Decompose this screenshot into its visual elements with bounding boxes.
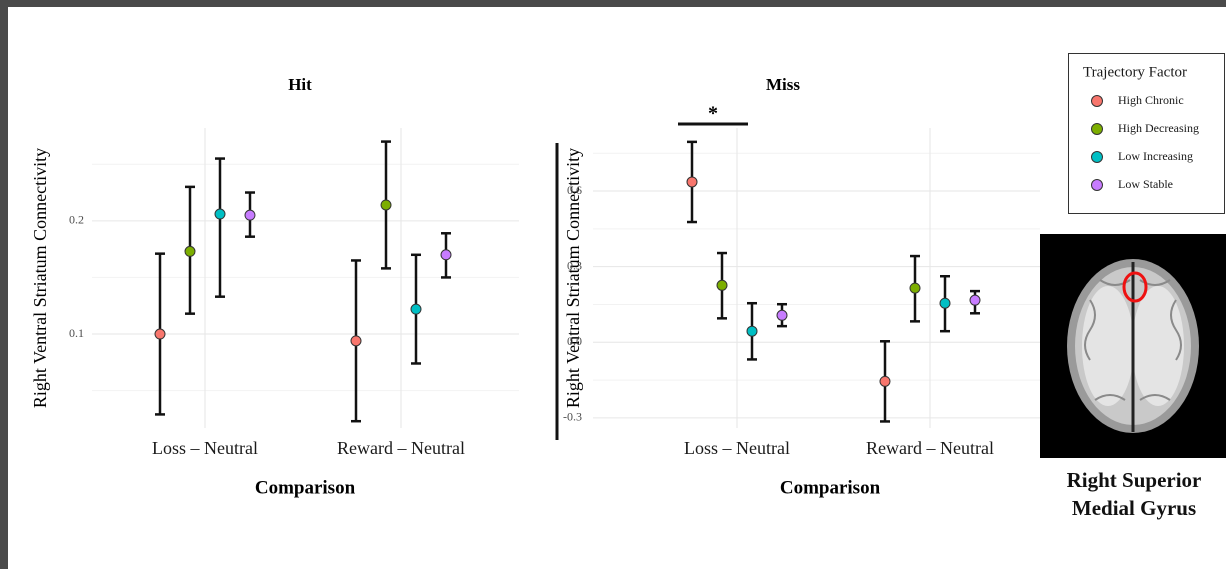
frame-top <box>0 0 1226 7</box>
legend-key <box>1091 151 1103 163</box>
point <box>939 297 951 309</box>
frame-left <box>0 0 8 569</box>
y-tick-label: 0.6 <box>567 183 582 197</box>
x-axis-title: Comparison <box>780 477 881 498</box>
point <box>686 176 698 188</box>
point <box>244 209 256 221</box>
point <box>776 309 788 321</box>
legend-title: Trajectory Factor <box>1083 64 1187 80</box>
legend-key <box>1091 95 1103 107</box>
point <box>879 375 891 387</box>
x-tick-label: Loss – Neutral <box>684 438 790 458</box>
x-axis-title: Comparison <box>255 477 356 498</box>
chart-title: Miss <box>766 75 800 94</box>
point <box>746 325 758 337</box>
point <box>380 199 392 211</box>
point <box>350 335 362 347</box>
y-tick-label: 0.3 <box>567 258 582 272</box>
x-tick-label: Reward – Neutral <box>337 438 465 458</box>
y-tick-label: 0.2 <box>69 213 84 227</box>
point <box>410 303 422 315</box>
legend-key <box>1091 179 1103 191</box>
legend-label: High Decreasing <box>1118 121 1199 135</box>
x-tick-label: Reward – Neutral <box>866 438 994 458</box>
legend-label: Low Increasing <box>1118 149 1193 163</box>
legend-label: High Chronic <box>1118 93 1184 107</box>
y-axis-title: Right Ventral Striatum Connectivity <box>30 148 50 408</box>
point <box>969 294 981 306</box>
legend-key <box>1091 123 1103 135</box>
significance-label: * <box>708 103 718 125</box>
point <box>440 249 452 261</box>
chart-title: Hit <box>288 75 312 94</box>
point <box>909 282 921 294</box>
legend-label: Low Stable <box>1118 177 1173 191</box>
image-caption: Right Superior Medial Gyrus <box>1066 468 1202 520</box>
y-tick-label: 0.1 <box>69 326 84 340</box>
x-tick-label: Loss – Neutral <box>152 438 258 458</box>
point <box>154 328 166 340</box>
point <box>716 279 728 291</box>
point <box>214 208 226 220</box>
y-tick-label: 0.0 <box>567 334 582 348</box>
y-axis-title: Right Ventral Striatum Connectivity <box>563 148 583 408</box>
brain-image <box>1040 234 1226 458</box>
y-tick-label: -0.3 <box>563 410 582 424</box>
point <box>184 245 196 257</box>
